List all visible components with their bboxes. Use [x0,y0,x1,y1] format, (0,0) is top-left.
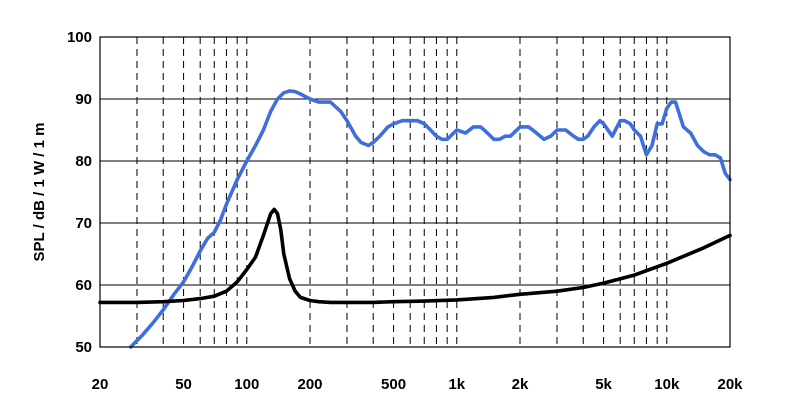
x-tick-label: 5k [595,376,612,393]
y-tick-label: 60 [75,277,92,294]
y-tick-label: 90 [75,91,92,108]
y-tick-labels: 50 60 70 80 90 100 [67,29,92,356]
y-tick-label: 50 [75,339,92,356]
plot-frame [99,36,731,348]
x-tick-label: 200 [297,376,322,393]
y-tick-label: 70 [75,215,92,232]
series-line-2 [98,207,732,305]
series-line-1 [128,89,732,349]
x-tick-label: 20 [92,376,109,393]
x-tick-label: 2k [512,376,529,393]
x-tick-label: 100 [234,376,259,393]
x-tick-labels: 20 50 100 200 500 1k 2k 5k 10k 20k [92,376,744,393]
y-tick-label: 80 [75,153,92,170]
series-group [98,89,732,349]
x-tick-label: 500 [381,376,406,393]
y-tick-label: 100 [67,29,92,46]
y-axis-label: SPL / dB / 1 W / 1 m [31,123,48,262]
x-tick-label: 10k [654,376,680,393]
x-tick-label: 50 [175,376,192,393]
x-tick-label: 1k [448,376,465,393]
x-tick-label: 20k [717,376,743,393]
